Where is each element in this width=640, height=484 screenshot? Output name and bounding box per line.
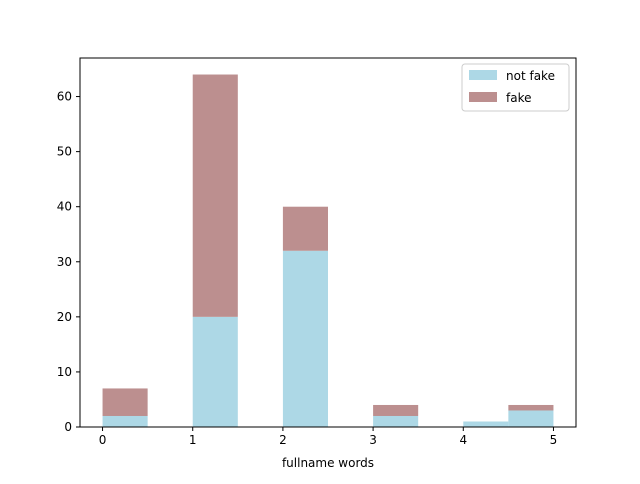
legend-label-not-fake: not fake xyxy=(506,69,555,83)
y-tick-label-20: 20 xyxy=(57,310,72,324)
bar-not-fake-bin-9 xyxy=(508,410,554,427)
x-tick-label-5: 5 xyxy=(550,433,558,447)
y-tick-label-10: 10 xyxy=(57,365,72,379)
bar-not-fake-bin-0 xyxy=(102,415,148,427)
y-tick-label-30: 30 xyxy=(57,255,72,269)
bar-fake-bin-0 xyxy=(102,388,148,416)
legend-label-fake: fake xyxy=(506,91,531,105)
bar-not-fake-bin-6 xyxy=(373,415,419,427)
bar-fake-bin-4 xyxy=(282,206,328,251)
y-ticks: 0 10 20 30 40 50 60 xyxy=(57,90,80,434)
x-ticks: 0 1 2 3 4 5 xyxy=(99,427,558,447)
bar-fake-bin-2 xyxy=(192,74,238,317)
axes-frame xyxy=(79,57,577,428)
x-tick-label-2: 2 xyxy=(279,433,287,447)
bar-not-fake-bin-8 xyxy=(463,421,509,427)
y-tick-label-40: 40 xyxy=(57,200,72,214)
bar-not-fake-bin-4 xyxy=(282,250,328,427)
y-tick-label-0: 0 xyxy=(64,420,72,434)
y-tick-label-60: 60 xyxy=(57,90,72,104)
x-tick-label-1: 1 xyxy=(189,433,197,447)
bar-not-fake-bin-2 xyxy=(192,316,238,427)
x-tick-label-4: 4 xyxy=(459,433,467,447)
x-axis-label: fullname words xyxy=(282,456,374,470)
legend-swatch-fake xyxy=(469,92,497,102)
legend-swatch-not-fake xyxy=(469,70,497,80)
bars-layer xyxy=(102,74,554,427)
bar-fake-bin-9 xyxy=(508,404,554,411)
x-tick-label-0: 0 xyxy=(99,433,107,447)
y-tick-label-50: 50 xyxy=(57,145,72,159)
legend: not fake fake xyxy=(461,63,570,112)
x-tick-label-3: 3 xyxy=(369,433,377,447)
bar-fake-bin-6 xyxy=(373,404,419,416)
